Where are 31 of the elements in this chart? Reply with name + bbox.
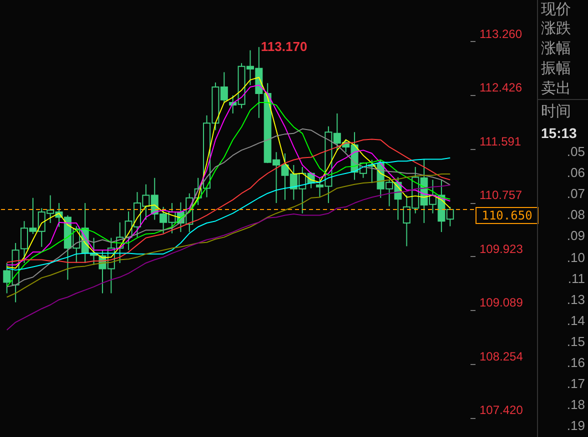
- text: .17: [566, 376, 585, 392]
- text: .11: [568, 270, 585, 287]
- y-tick-label: 108.254: [480, 349, 524, 364]
- y-tick-label: 111.591: [480, 134, 522, 148]
- text: 现价: [541, 0, 571, 18]
- text: 涨幅: [541, 39, 571, 57]
- y-tick-label: 107.420: [480, 403, 524, 418]
- text: 15:13: [541, 125, 577, 141]
- text: .15: [566, 334, 585, 350]
- text: 振幅: [541, 59, 571, 77]
- text: 卖出: [541, 79, 571, 97]
- text: .18: [566, 397, 585, 414]
- text: .08: [566, 207, 585, 224]
- y-tick-label: 113.260: [480, 26, 522, 41]
- y-tick-label: 109.089: [480, 296, 524, 310]
- text: .13: [566, 292, 585, 308]
- text: 涨跌: [541, 19, 571, 37]
- text: .19: [566, 418, 585, 434]
- text: .16: [566, 355, 585, 371]
- text: .06: [566, 165, 585, 182]
- text: 时间: [541, 102, 571, 120]
- text: .09: [566, 228, 585, 244]
- y-tick-label: 112.426: [480, 80, 522, 95]
- text: .07: [566, 186, 585, 202]
- y-tick-label: 109.923: [480, 242, 524, 256]
- text: .10: [566, 250, 585, 266]
- text: .14: [566, 312, 585, 329]
- annotation: 113.170: [260, 39, 308, 54]
- ref-line-label: 110.650: [482, 208, 532, 222]
- text: .05: [566, 144, 585, 160]
- y-tick-label: 110.757: [480, 188, 522, 202]
